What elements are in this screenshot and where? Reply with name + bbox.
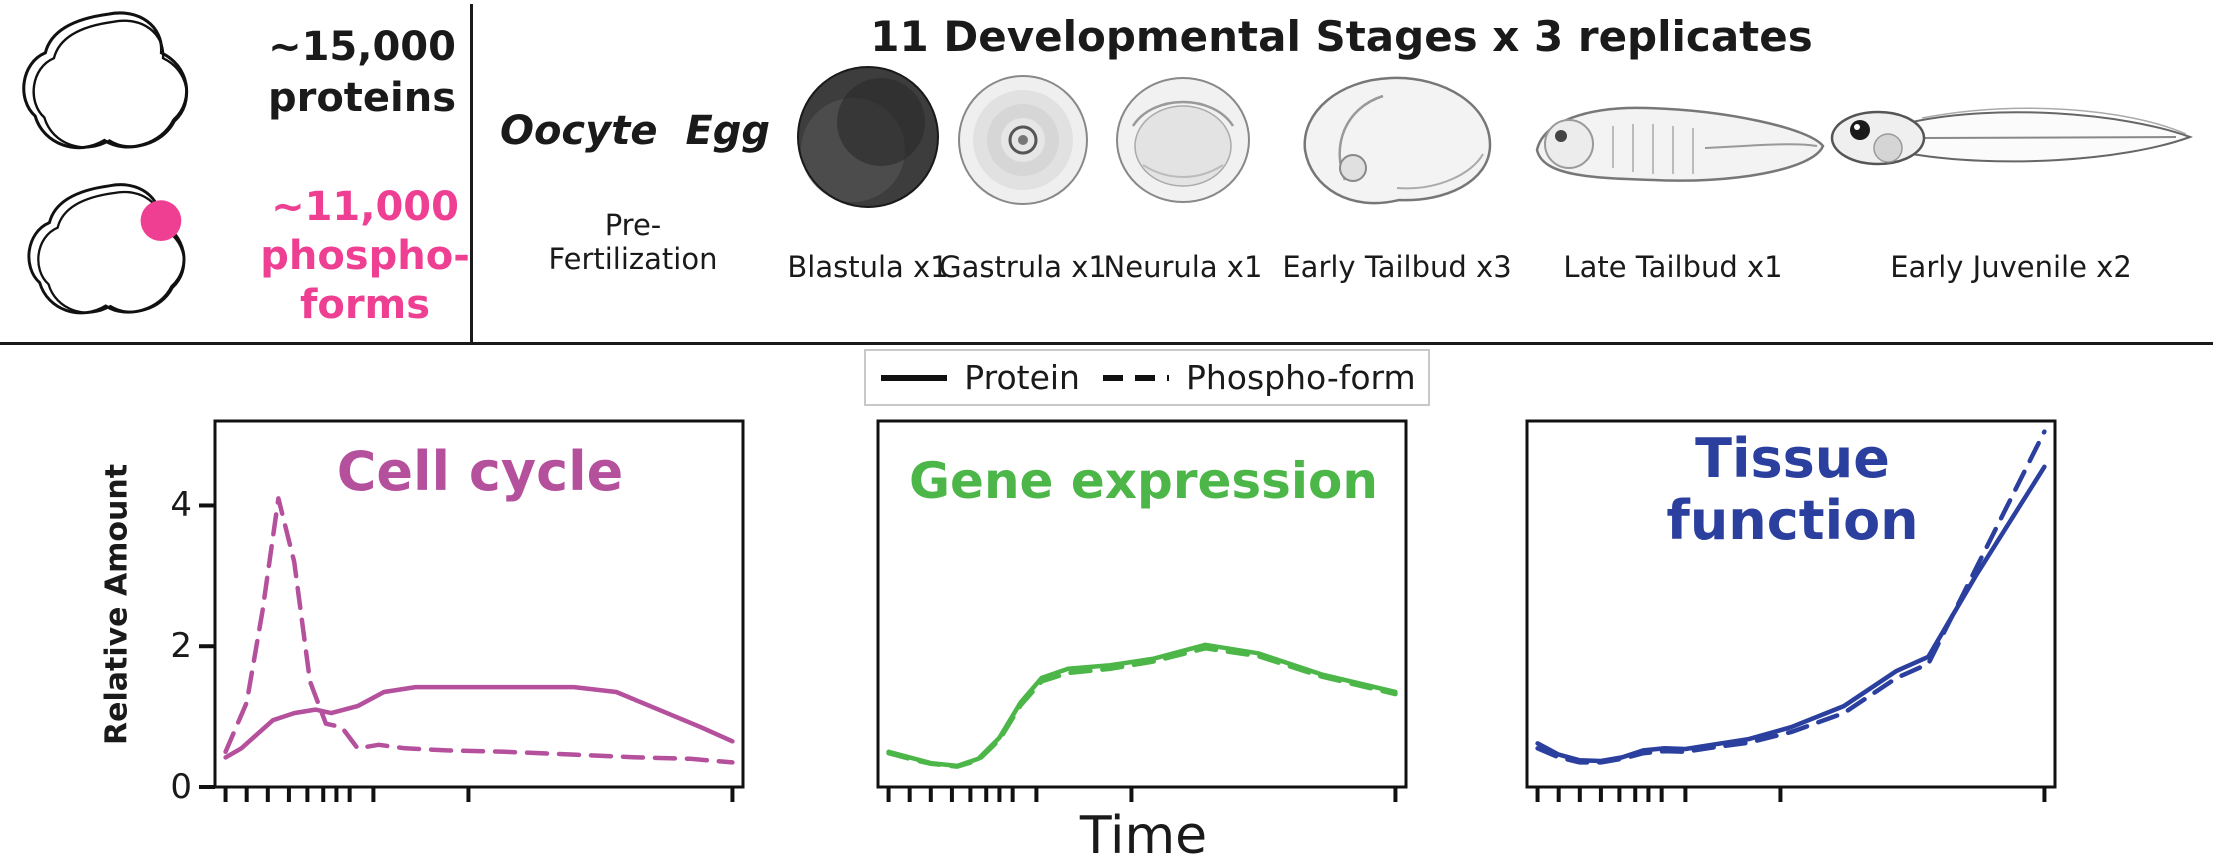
stages-title: 11 Developmental Stages x 3 replicates xyxy=(870,12,1813,61)
stage-label-gastrula: Gastrula x1 xyxy=(939,250,1107,284)
vertical-divider xyxy=(470,4,473,343)
stage-label-early-tailbud: Early Tailbud x3 xyxy=(1282,250,1512,284)
y-tick-label: 0 xyxy=(170,767,192,807)
cell-cycle-chart xyxy=(199,419,745,802)
egg-label: Egg xyxy=(685,108,771,154)
phospho-word1: phospho- xyxy=(260,233,470,279)
early-tailbud-image xyxy=(1303,76,1492,205)
oocyte-egg-label: Oocyte Egg xyxy=(500,108,770,154)
early-juvenile-image xyxy=(1830,107,2193,166)
late-tailbud-image xyxy=(1535,106,1825,182)
stage-label-neurula: Neurula x1 xyxy=(1103,250,1263,284)
stage-label-blastula: Blastula x1 xyxy=(787,250,949,284)
gene-expression-title: Gene expression xyxy=(909,452,1378,510)
tissue-function-title: Tissue function xyxy=(1666,427,1919,552)
stage-label-pre-fertilization: Pre-Fertilization xyxy=(548,208,718,276)
solid-line-icon xyxy=(881,374,948,381)
cell-cycle-title: Cell cycle xyxy=(336,440,624,503)
phospho-word2: forms xyxy=(299,282,431,328)
protein-blob-illustration xyxy=(22,11,189,150)
proteins-count: ~15,000 xyxy=(268,24,456,70)
horizontal-divider xyxy=(0,342,2213,345)
legend-item-protein: Protein xyxy=(878,358,1080,397)
y-tick-label: 2 xyxy=(170,626,192,667)
gastrula-image xyxy=(958,75,1088,205)
oocyte-label: Oocyte xyxy=(499,108,658,154)
dashed-line-icon xyxy=(1102,374,1169,381)
legend-item-phospho: Phospho-form xyxy=(1100,358,1416,397)
y-tick-labels: 0 2 4 xyxy=(138,417,192,807)
proteins-word: proteins xyxy=(267,75,457,121)
phospho-count-text: ~11,000 phospho- forms xyxy=(251,183,479,330)
tissue-function-chart xyxy=(1525,419,2057,802)
gene-expression-chart xyxy=(876,419,1408,802)
y-tick-label: 4 xyxy=(170,485,192,526)
blastula-image xyxy=(797,66,939,208)
y-axis-label: Relative Amount xyxy=(99,463,135,746)
phospho-count: ~11,000 xyxy=(271,184,459,230)
stage-label-early-juvenile: Early Juvenile x2 xyxy=(1890,250,2132,284)
legend-phospho-label: Phospho-form xyxy=(1185,358,1416,397)
stage-label-late-tailbud: Late Tailbud x1 xyxy=(1563,250,1783,284)
proteins-count-text: ~15,000 proteins xyxy=(248,22,476,124)
phospho-site-dot xyxy=(140,200,182,242)
phospho-blob-illustration xyxy=(27,183,186,315)
neurula-image xyxy=(1116,77,1250,203)
legend-protein-label: Protein xyxy=(964,358,1080,397)
x-axis-label: Time xyxy=(1079,806,1208,866)
chart-legend: Protein Phospho-form xyxy=(864,349,1430,406)
